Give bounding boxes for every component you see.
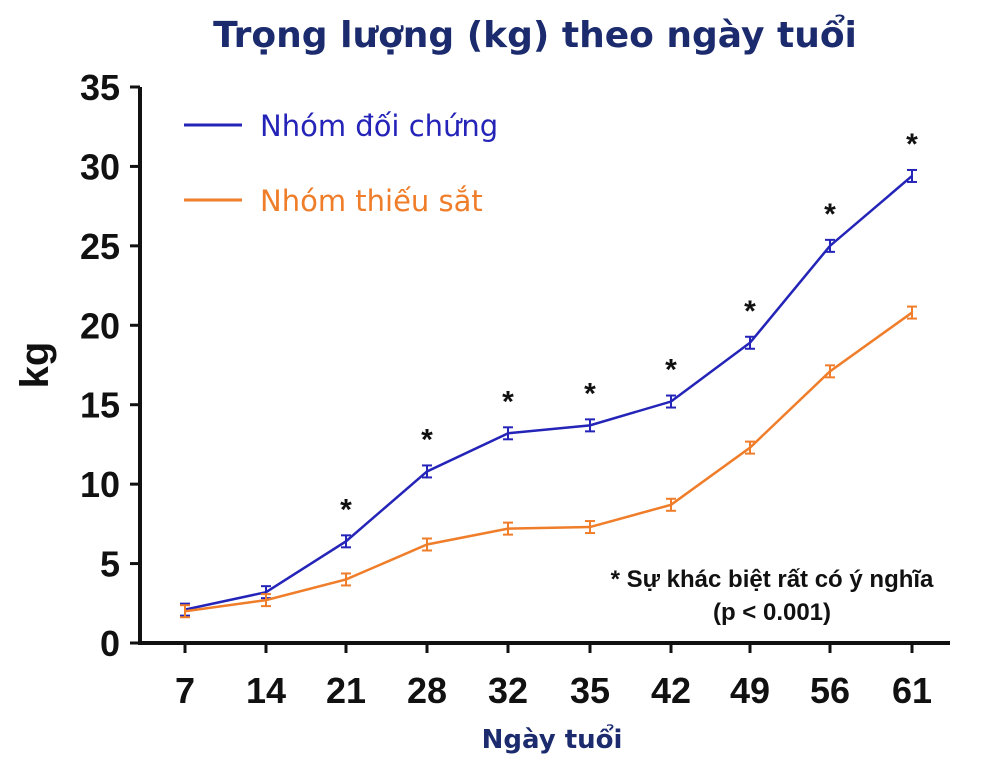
series-line-0 [184, 175, 913, 611]
annotation-line-2: (p < 0.001) [713, 599, 831, 626]
annotation-line-1: * Sự khác biệt rất có ý nghĩa [611, 566, 934, 593]
y-tick-label: 15 [80, 385, 120, 426]
data-point [341, 534, 351, 549]
x-tick-label: 61 [892, 670, 932, 711]
significance-marker: * [665, 354, 677, 387]
data-point [907, 168, 917, 183]
y-tick-label: 30 [80, 146, 120, 187]
data-point [422, 464, 432, 479]
data-point [745, 440, 755, 455]
data-point [585, 520, 595, 535]
x-tick-label: 35 [570, 670, 610, 711]
legend: Nhóm đối chứng Nhóm thiếu sắt [184, 109, 498, 218]
data-point [422, 537, 432, 552]
data-point [825, 238, 835, 253]
series-line-1 [184, 311, 913, 613]
y-tick-label: 10 [80, 464, 120, 505]
significance-marker: * [744, 295, 756, 328]
x-tick-label: 14 [246, 670, 286, 711]
x-tick-label: 56 [810, 670, 850, 711]
x-tick-label: 42 [651, 670, 691, 711]
data-point [341, 572, 351, 587]
significance-marker: * [906, 128, 918, 161]
data-point [261, 593, 271, 608]
y-tick-label: 25 [80, 226, 120, 267]
chart-title: Trọng lượng (kg) theo ngày tuổi [213, 14, 857, 56]
legend-label-iron-deficient: Nhóm thiếu sắt [260, 184, 483, 218]
x-tick-label: 28 [407, 670, 447, 711]
data-point [503, 426, 513, 441]
data-point [585, 418, 595, 433]
significance-marker: * [421, 423, 433, 456]
x-tick-label: 32 [488, 670, 528, 711]
x-axis-label: Ngày tuổi [482, 722, 623, 755]
data-point [180, 604, 190, 619]
y-tick-label: 20 [80, 305, 120, 346]
y-axis-label: kg [13, 342, 57, 389]
legend-label-control: Nhóm đối chứng [260, 109, 498, 143]
data-point [666, 497, 676, 512]
x-tick-label: 49 [730, 670, 770, 711]
x-tick-label: 21 [326, 670, 366, 711]
y-tick-label: 5 [100, 544, 120, 585]
y-tick-label: 0 [100, 623, 120, 664]
significance-marker: * [584, 377, 596, 410]
data-point [666, 394, 676, 409]
x-tick-label: 7 [175, 670, 195, 711]
significance-marker: * [340, 493, 352, 526]
significance-marker: * [502, 385, 514, 418]
data-point [907, 305, 917, 320]
data-point [825, 364, 835, 379]
data-point [503, 521, 513, 536]
y-tick-label: 35 [80, 67, 120, 108]
data-point [745, 335, 755, 350]
significance-marker: * [824, 198, 836, 231]
